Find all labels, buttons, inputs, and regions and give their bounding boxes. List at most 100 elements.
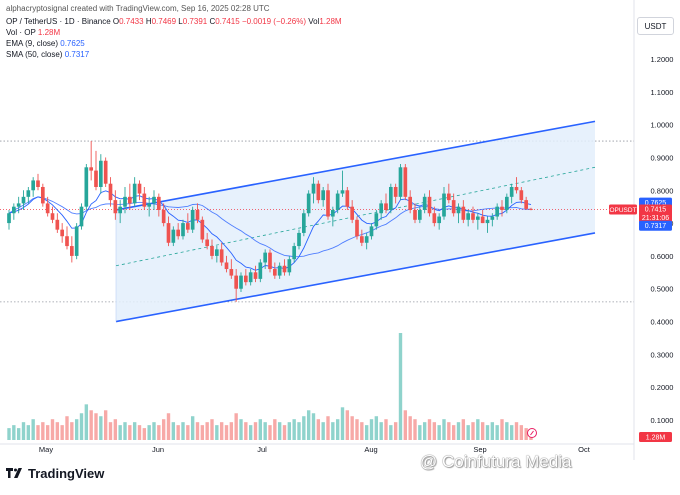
sma-price-tag-text: 0.7317: [645, 223, 667, 230]
candle: [306, 190, 311, 217]
vol-indicator-row[interactable]: Vol · OP 1.28M: [6, 28, 60, 38]
candle-body: [118, 206, 123, 214]
candle-body: [514, 186, 519, 191]
volume-bar: [369, 419, 374, 440]
candle: [355, 216, 359, 240]
candle: [21, 190, 26, 210]
volume-bar: [113, 419, 118, 440]
candle-body: [123, 196, 127, 207]
candle: [142, 186, 147, 210]
candle: [297, 229, 301, 250]
candle: [461, 200, 466, 224]
time-tick-label: Sep: [473, 445, 486, 454]
candle: [79, 203, 84, 230]
candle-body: [335, 193, 340, 210]
candle-body: [224, 262, 229, 270]
candle-body: [268, 252, 272, 270]
volume-bar: [427, 419, 432, 440]
candle-body: [229, 269, 234, 276]
tradingview-logo-text: TradingView: [28, 466, 105, 481]
volume-bar: [393, 422, 398, 440]
candle-body: [147, 203, 152, 207]
volume-bar: [45, 425, 50, 440]
candle: [330, 206, 335, 227]
vol-indicator-value: 1.28M: [37, 28, 61, 37]
candle-body: [16, 203, 21, 207]
volume-bar: [31, 419, 35, 440]
candle-body: [108, 183, 113, 201]
sma-indicator-row[interactable]: SMA (50, close) 0.7317: [6, 50, 89, 60]
time-tick-label: May: [39, 445, 53, 454]
candle: [171, 226, 176, 247]
volume-bar: [302, 416, 306, 440]
volume-bar: [157, 425, 161, 440]
candle: [321, 186, 326, 207]
volume-bar: [65, 416, 69, 440]
ema-indicator-row[interactable]: EMA (9, close) 0.7625: [6, 39, 85, 49]
candle: [519, 186, 524, 204]
candle-body: [127, 196, 132, 204]
candle-body: [451, 200, 456, 214]
candle-body: [480, 216, 485, 224]
volume-bar: [461, 419, 466, 440]
volume-bar: [331, 422, 335, 440]
ema-price-tag-text: 0.7625: [645, 200, 667, 207]
candle-body: [437, 216, 442, 224]
volume-bar: [490, 422, 495, 440]
candle-body: [524, 200, 529, 209]
candle: [316, 180, 321, 204]
tradingview-logo[interactable]: TradingView: [6, 466, 104, 481]
volume-bar: [268, 425, 272, 440]
candle: [123, 186, 127, 214]
volume-bar: [316, 419, 321, 440]
alert-circle-icon[interactable]: [527, 428, 537, 438]
time-tick-label: Jun: [152, 445, 164, 454]
candle: [166, 216, 171, 247]
volume-bar: [258, 419, 263, 440]
candle: [239, 272, 243, 293]
volume-bar: [287, 422, 292, 440]
vol-indicator-label: Vol · OP: [6, 28, 36, 37]
ema-indicator-label: EMA (9, close): [6, 39, 59, 48]
volume-bar: [12, 425, 16, 440]
high-label: H: [145, 17, 152, 26]
candle-body: [509, 186, 514, 197]
watermark-text: @ Coinfutura Media: [420, 452, 572, 471]
symbol-price-tag: OPUSDT: [609, 204, 637, 215]
candle: [195, 203, 200, 224]
volume-bar: [181, 422, 185, 440]
time-tick-label: Oct: [578, 445, 591, 454]
candle: [147, 196, 152, 217]
candle: [65, 226, 69, 250]
candle-body: [210, 246, 214, 256]
candle-body: [355, 219, 359, 237]
volume-bar: [364, 425, 369, 440]
candle-body: [171, 229, 176, 243]
price-tick-label: 0.3000: [651, 350, 674, 359]
candle: [335, 190, 340, 214]
candle: [229, 259, 234, 279]
volume-bar: [355, 419, 359, 440]
ema-indicator-value: 0.7625: [60, 39, 85, 48]
volume-bar: [432, 422, 437, 440]
candle: [413, 203, 417, 224]
candle-body: [219, 249, 224, 263]
channel-upper-line: [115, 120, 596, 211]
volume-bar: [89, 410, 93, 440]
candle: [263, 249, 268, 270]
currency-button[interactable]: USDT: [637, 17, 674, 35]
candle: [369, 223, 374, 240]
volume-bar: [123, 422, 127, 440]
volume-bar: [21, 422, 26, 440]
volume-bar: [210, 419, 214, 440]
candle: [258, 259, 263, 283]
candle-body: [393, 186, 398, 197]
candle-body: [490, 216, 495, 220]
candle-body: [98, 160, 103, 187]
volume-bar: [229, 422, 234, 440]
volume-bar: [451, 425, 456, 440]
symbol-row: OP / TetherUS · 1D · Binance O0.7433 H0.…: [6, 17, 342, 27]
candle: [301, 209, 306, 237]
